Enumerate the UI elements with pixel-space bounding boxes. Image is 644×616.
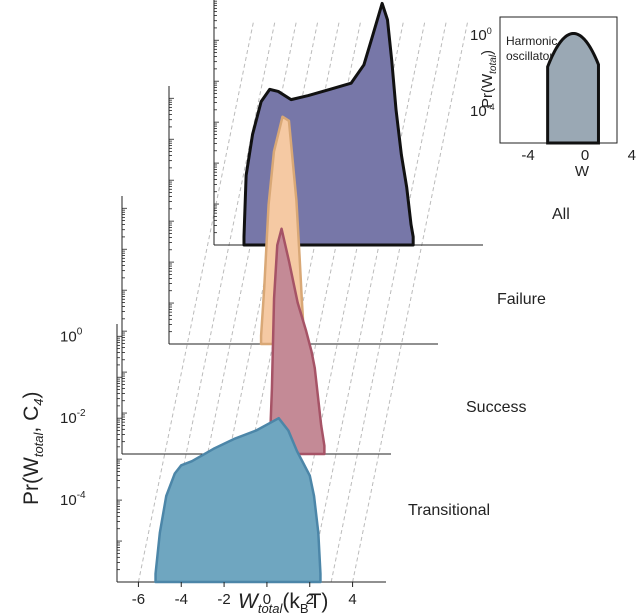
inset-ytick-1: 100 [470, 26, 492, 44]
distribution-layers [116, 0, 483, 584]
x-tick-label: -6 [132, 591, 145, 608]
series-label-failure: Failure [497, 291, 546, 308]
x-tick-label: -4 [175, 591, 188, 608]
x-axis-label: Wtotal(kBT) [238, 590, 328, 616]
y-tick-label: 100 [60, 326, 83, 345]
guide-line [330, 21, 447, 583]
inset-xtick-3: 4 [628, 147, 636, 164]
series-label-success: Success [466, 399, 526, 416]
series-label-all: All [552, 206, 570, 223]
inset-xtick-2: 0 [581, 147, 589, 164]
inset-xtick-1: -4 [521, 147, 534, 164]
inset-y-label: Pr(Wtotal) [479, 50, 499, 108]
guide-line [159, 21, 276, 583]
series-area-success [268, 227, 326, 456]
series-label-transitional: Transitional [408, 502, 490, 519]
inset-ytick-2: 10-4 [470, 102, 495, 120]
x-tick-label: 4 [348, 591, 356, 608]
inset-title-line2: oscillator [506, 49, 553, 63]
inset-title-line1: Harmonic [506, 34, 557, 48]
x-tick-label: -2 [217, 591, 230, 608]
inset-harmonic-oscillator: Harmonic oscillator 100 10-4 -4 0 4 W Pr… [470, 16, 636, 180]
y-tick-label: 10-2 [60, 408, 86, 427]
layer-transitional [116, 324, 386, 584]
inset-distribution [546, 31, 600, 145]
x-tick-label: 0 [263, 591, 271, 608]
y-tick-label: 10-4 [60, 490, 86, 509]
guide-line [137, 21, 254, 583]
guide-line [352, 21, 469, 583]
y-axis-label: Pr(Wtotal, C4) [20, 392, 46, 505]
y-tick-labels: 100 10-2 10-4 [60, 326, 86, 509]
layer-success [121, 196, 391, 456]
guide-line [309, 21, 426, 583]
x-tick-label: 2 [306, 591, 314, 608]
inset-x-label: W [575, 163, 590, 180]
x-tick-labels: -6 -4 -2 0 2 4 [132, 582, 357, 608]
series-area-transitional [154, 416, 322, 584]
